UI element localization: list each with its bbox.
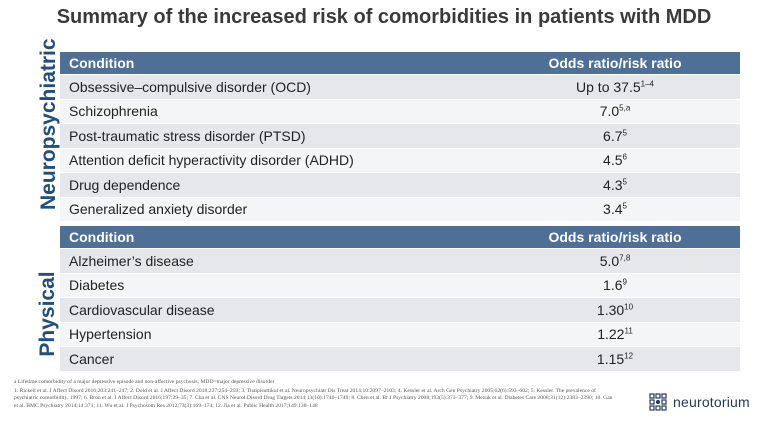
ratio-value: 5.0 [599, 252, 620, 269]
neurotorium-logo-icon [649, 393, 667, 411]
ratio-cell: 4.56 [490, 152, 740, 168]
condition-cell: Generalized anxiety disorder [69, 201, 248, 218]
ratio-reference: 5 [622, 128, 627, 138]
condition-cell: Obsessive–compulsive disorder (OCD) [69, 78, 311, 95]
table-row: Hypertension 1.2211 [60, 322, 740, 347]
footnote-abbreviations: a Lifetime comorbidity of a major depres… [14, 379, 275, 385]
ratio-reference: 10 [624, 302, 634, 312]
ratio-value: 1.15 [596, 350, 625, 367]
table-row: Schizophrenia 7.05,a [60, 99, 740, 124]
logo-text: neurotorium [673, 394, 750, 410]
table-header: Condition Odds ratio/risk ratio [60, 226, 740, 249]
ratio-reference: 6 [622, 152, 627, 162]
table-header: Condition Odds ratio/risk ratio [60, 52, 740, 75]
neuropsychiatric-table: Condition Odds ratio/risk ratio Obsessiv… [60, 52, 740, 222]
section-label-neuropsychiatric: Neuropsychiatric [37, 38, 60, 210]
ratio-cell: 6.75 [490, 128, 740, 144]
table-row: Cardiovascular disease 1.3010 [60, 298, 740, 323]
footnote: a Lifetime comorbidity of a major depres… [14, 379, 614, 410]
ratio-reference: 11 [624, 326, 633, 336]
ratio-reference: 12 [624, 351, 634, 361]
ratio-cell: 7.05,a [490, 103, 740, 119]
table-row: Attention deficit hyperactivity disorder… [60, 148, 740, 173]
ratio-value: 3.4 [603, 201, 623, 218]
ratio-reference: 5 [622, 201, 627, 211]
condition-cell: Attention deficit hyperactivity disorder… [69, 152, 354, 169]
ratio-value: 7.0 [599, 103, 620, 120]
page-title: Summary of the increased risk of comorbi… [56, 6, 712, 28]
ratio-reference: 5 [622, 177, 627, 187]
condition-cell: Drug dependence [69, 176, 181, 193]
header-condition: Condition [69, 229, 135, 245]
ratio-cell: Up to 37.51–4 [490, 79, 740, 95]
ratio-reference: 7,8 [619, 253, 631, 263]
ratio-value: Up to 37.5 [576, 78, 641, 95]
ratio-reference: 1–4 [640, 79, 654, 89]
condition-cell: Cancer [69, 350, 115, 367]
header-ratio: Odds ratio/risk ratio [548, 55, 682, 71]
table-row: Post-traumatic stress disorder (PTSD) 6.7… [60, 124, 740, 149]
ratio-reference: 5,a [619, 103, 631, 113]
table-row: Alzheimer’s disease 5.07,8 [60, 249, 740, 274]
ratio-cell: 3.45 [490, 201, 740, 217]
ratio-cell: 1.2211 [490, 326, 740, 342]
header-condition: Condition [69, 55, 135, 71]
ratio-cell: 1.69 [490, 277, 740, 293]
condition-cell: Diabetes [69, 277, 125, 294]
ratio-cell: 1.1512 [490, 351, 740, 367]
ratio-value: 1.22 [597, 326, 625, 343]
ratio-value: 4.5 [603, 152, 623, 169]
footnote-references: 1. Rickelt et al. J Affect Disord 2016;2… [14, 387, 613, 409]
table-row: Diabetes 1.69 [60, 273, 740, 298]
section-label-physical: Physical [36, 271, 59, 357]
table-row: Obsessive–compulsive disorder (OCD) Up to… [60, 75, 740, 100]
ratio-value: 1.6 [603, 277, 623, 294]
ratio-value: 6.7 [603, 127, 623, 144]
table-row: Generalized anxiety disorder 3.45 [60, 197, 740, 222]
ratio-reference: 9 [622, 277, 627, 287]
ratio-cell: 5.07,8 [490, 253, 740, 269]
table-row: Drug dependence 4.35 [60, 173, 740, 198]
condition-cell: Cardiovascular disease [69, 301, 215, 318]
ratio-value: 4.3 [603, 176, 623, 193]
condition-cell: Alzheimer’s disease [69, 252, 194, 269]
condition-cell: Schizophrenia [69, 103, 158, 120]
logo: neurotorium [648, 392, 750, 412]
header-ratio: Odds ratio/risk ratio [548, 229, 682, 245]
ratio-cell: 1.3010 [490, 302, 740, 318]
condition-cell: Hypertension [69, 326, 152, 343]
condition-cell: Post-traumatic stress disorder (PTSD) [69, 127, 306, 144]
physical-table: Condition Odds ratio/risk ratio Alzheime… [60, 226, 740, 372]
table-row: Cancer 1.1512 [60, 347, 740, 372]
ratio-cell: 4.35 [490, 177, 740, 193]
ratio-value: 1.30 [596, 301, 625, 318]
